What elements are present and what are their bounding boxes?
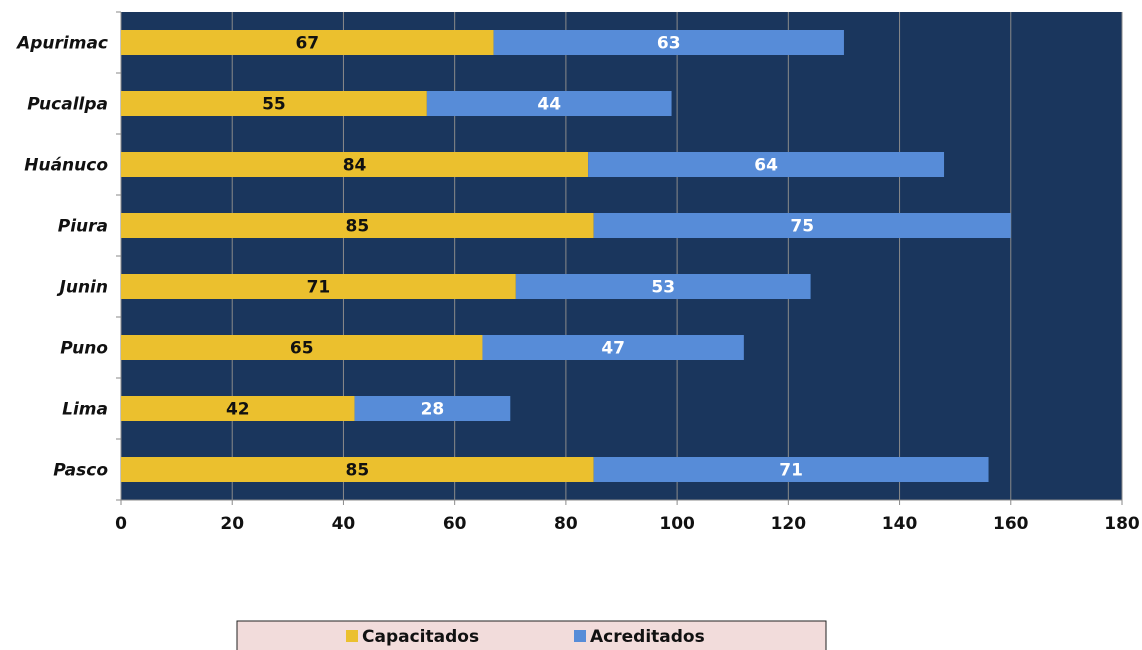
legend xyxy=(236,620,827,650)
data-label: 44 xyxy=(537,95,561,115)
bar-capacitados-pucallpa xyxy=(121,91,427,116)
legend-swatch-acreditados xyxy=(574,630,586,642)
x-tick-label: 120 xyxy=(771,514,807,534)
data-label: 42 xyxy=(226,400,250,420)
bar-capacitados-piura xyxy=(121,213,594,238)
data-label: 71 xyxy=(779,461,803,481)
data-label: 63 xyxy=(657,34,681,54)
data-label: 64 xyxy=(754,156,778,176)
x-tick-label: 160 xyxy=(993,514,1029,534)
category-label: Puno xyxy=(60,339,108,359)
bar-acreditados-apurimac xyxy=(493,30,844,55)
x-tick-label: 0 xyxy=(115,514,127,534)
x-tick-label: 40 xyxy=(332,514,356,534)
x-tick-label: 140 xyxy=(882,514,918,534)
category-label: Junin xyxy=(57,278,108,298)
bar-capacitados-apurimac xyxy=(121,30,494,55)
category-label: Pasco xyxy=(53,461,108,481)
data-label: 53 xyxy=(651,278,675,298)
bar-capacitados-pasco xyxy=(121,457,594,482)
data-label: 65 xyxy=(290,339,314,359)
data-label: 55 xyxy=(262,95,286,115)
data-label: 28 xyxy=(421,400,445,420)
data-label: 71 xyxy=(307,278,331,298)
category-label: Piura xyxy=(58,217,108,237)
data-label: 84 xyxy=(343,156,367,176)
plot-area xyxy=(121,12,1122,500)
category-label: Apurimac xyxy=(15,34,108,54)
bar-acreditados-puno xyxy=(482,335,744,360)
x-tick-label: 180 xyxy=(1104,514,1140,534)
bar-capacitados-huánuco xyxy=(121,152,589,177)
x-tick-label: 20 xyxy=(220,514,244,534)
category-label: Pucallpa xyxy=(27,95,108,115)
bar-capacitados-lima xyxy=(121,396,355,421)
legend-label-capacitados: Capacitados xyxy=(362,627,479,647)
x-tick-label: 60 xyxy=(443,514,467,534)
data-label: 67 xyxy=(295,34,319,54)
legend-swatch-capacitados xyxy=(346,630,358,642)
x-tick-label: 80 xyxy=(554,514,578,534)
data-label: 85 xyxy=(346,461,370,481)
bar-acreditados-piura xyxy=(593,213,1011,238)
data-label: 85 xyxy=(346,217,370,237)
bar-acreditados-huánuco xyxy=(588,152,945,177)
bar-acreditados-pucallpa xyxy=(426,91,672,116)
bar-acreditados-pasco xyxy=(593,457,989,482)
x-tick-label: 100 xyxy=(659,514,695,534)
data-label: 75 xyxy=(790,217,814,237)
category-label: Huánuco xyxy=(24,156,108,176)
category-label: Lima xyxy=(62,400,108,420)
bar-acreditados-junin xyxy=(515,274,811,299)
bar-acreditados-lima xyxy=(354,396,511,421)
legend-label-acreditados: Acreditados xyxy=(590,627,705,647)
data-label: 47 xyxy=(601,339,625,359)
bar-capacitados-junin xyxy=(121,274,516,299)
bar-capacitados-puno xyxy=(121,335,483,360)
